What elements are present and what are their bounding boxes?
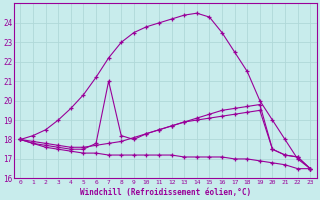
- X-axis label: Windchill (Refroidissement éolien,°C): Windchill (Refroidissement éolien,°C): [80, 188, 251, 197]
